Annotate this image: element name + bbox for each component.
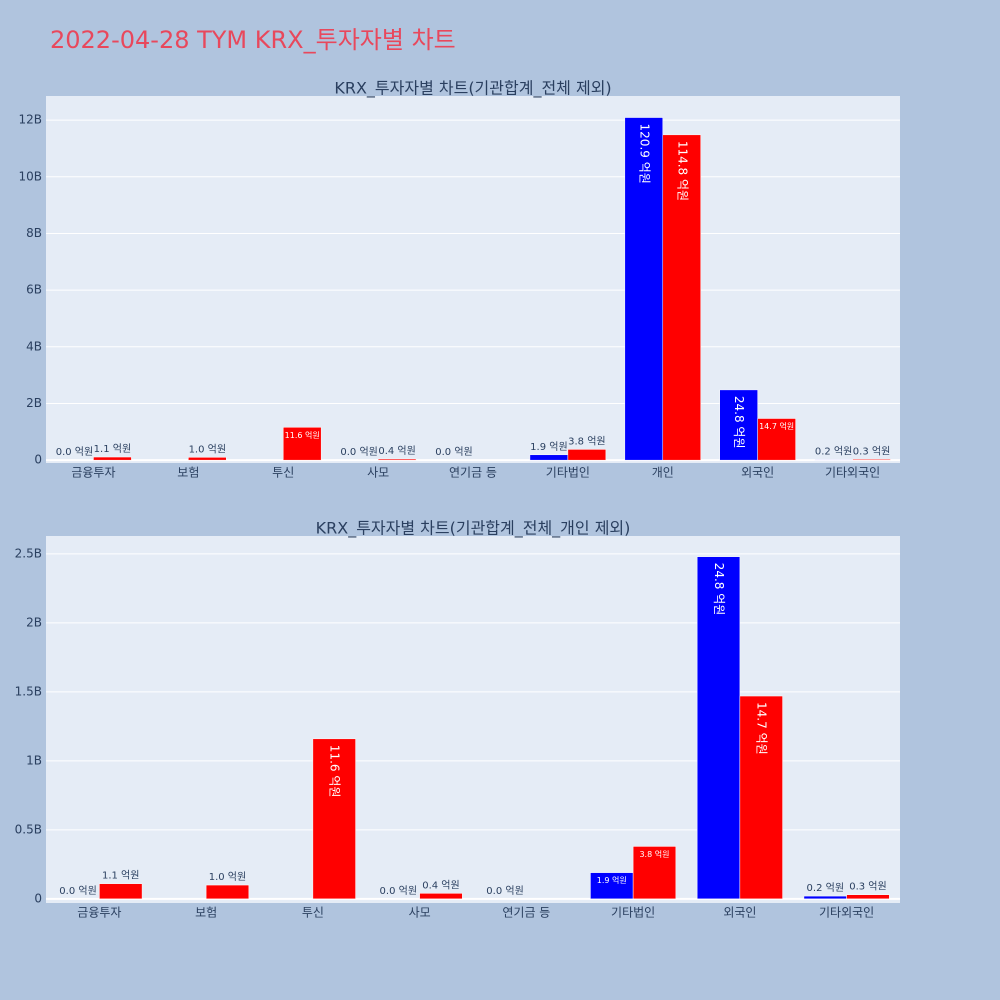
y-tick-label: 0.5B [15, 822, 42, 836]
bar [696, 556, 741, 900]
x-tick-label: 기타법인 [611, 906, 655, 920]
value-label: 0.0 억원 [59, 885, 96, 897]
bar [624, 117, 664, 461]
bar [567, 449, 607, 461]
x-tick-label: 연기금 등 [502, 906, 550, 920]
value-label: 0.0 억원 [486, 885, 523, 897]
y-tick-label: 12B [18, 113, 42, 127]
bar [739, 695, 783, 900]
bar [377, 458, 417, 461]
x-tick-label: 외국인 [741, 466, 774, 480]
value-label: 114.8 억원 [675, 141, 689, 201]
value-label: 3.8 억원 [568, 435, 605, 447]
x-tick-label: 기타외국인 [825, 466, 880, 480]
y-tick-label: 4B [26, 339, 42, 353]
value-label: 1.9 억원 [597, 875, 627, 885]
value-label: 14.7 억원 [755, 702, 769, 755]
value-label: 0.2 억원 [807, 882, 844, 894]
x-tick-label: 사모 [409, 906, 431, 920]
chart-title: KRX_투자자별 차트(기관합계_전체 제외) [334, 79, 611, 99]
x-tick-label: 기타외국인 [819, 906, 874, 920]
value-label: 14.7 억원 [759, 421, 794, 431]
value-label: 24.8 억원 [732, 396, 746, 449]
page-title: 2022-04-28 TYM KRX_투자자별 차트 [50, 26, 456, 54]
y-tick-label: 2B [26, 615, 42, 629]
value-label: 1.0 억원 [209, 871, 246, 883]
value-label: 120.9 억원 [637, 124, 651, 184]
value-label: 24.8 억원 [712, 563, 726, 616]
y-tick-label: 0 [34, 891, 42, 905]
value-label: 1.9 억원 [530, 441, 567, 453]
x-tick-label: 외국인 [723, 906, 756, 920]
x-tick-label: 투신 [302, 906, 324, 920]
y-tick-label: 0 [34, 453, 42, 467]
value-label: 1.0 억원 [189, 443, 226, 455]
bar [99, 883, 143, 900]
y-tick-label: 10B [18, 169, 42, 183]
y-tick-label: 6B [26, 283, 42, 297]
value-label: 11.6 억원 [328, 745, 342, 798]
x-tick-label: 보험 [177, 466, 199, 480]
plot-area [46, 96, 900, 463]
value-label: 0.4 억원 [422, 879, 459, 891]
bar [632, 846, 677, 900]
y-tick-label: 2B [26, 396, 42, 410]
bar [93, 456, 132, 461]
y-tick-label: 1.5B [15, 684, 42, 698]
bar [419, 893, 463, 900]
value-label: 0.0 억원 [56, 446, 93, 458]
value-label: 0.0 억원 [435, 446, 472, 458]
bar [852, 459, 891, 461]
value-label: 0.2 억원 [815, 446, 852, 458]
bar [719, 389, 758, 461]
y-tick-label: 1B [26, 753, 42, 767]
bar [188, 457, 227, 461]
bar [814, 459, 853, 461]
x-tick-label: 개인 [652, 466, 674, 480]
value-label: 0.4 억원 [378, 445, 415, 457]
bar [846, 894, 890, 900]
chart-title: KRX_투자자별 차트(기관합계_전체_개인 제외) [316, 519, 631, 539]
bar [282, 427, 322, 461]
y-tick-label: 2.5B [15, 546, 42, 560]
y-tick-label: 8B [26, 226, 42, 240]
x-tick-label: 금융투자 [77, 906, 121, 920]
x-tick-label: 기타법인 [546, 466, 590, 480]
bar [205, 884, 250, 900]
bar [803, 895, 847, 900]
x-tick-label: 보험 [195, 906, 217, 920]
value-label: 0.0 억원 [340, 446, 377, 458]
x-tick-label: 사모 [367, 466, 389, 480]
bar [662, 134, 701, 461]
x-tick-label: 연기금 등 [449, 466, 497, 480]
bar [529, 454, 569, 461]
value-label: 1.1 억원 [94, 443, 131, 455]
x-tick-label: 금융투자 [71, 466, 115, 480]
value-label: 3.8 억원 [639, 849, 669, 859]
x-tick-label: 투신 [272, 466, 294, 480]
value-label: 0.3 억원 [853, 445, 890, 457]
bar [312, 738, 356, 900]
bar [590, 872, 634, 900]
bar [757, 418, 796, 461]
value-label: 0.3 억원 [849, 881, 886, 893]
value-label: 1.1 억원 [102, 870, 139, 882]
value-label: 0.0 억원 [380, 885, 417, 897]
value-label: 11.6 억원 [285, 430, 320, 440]
